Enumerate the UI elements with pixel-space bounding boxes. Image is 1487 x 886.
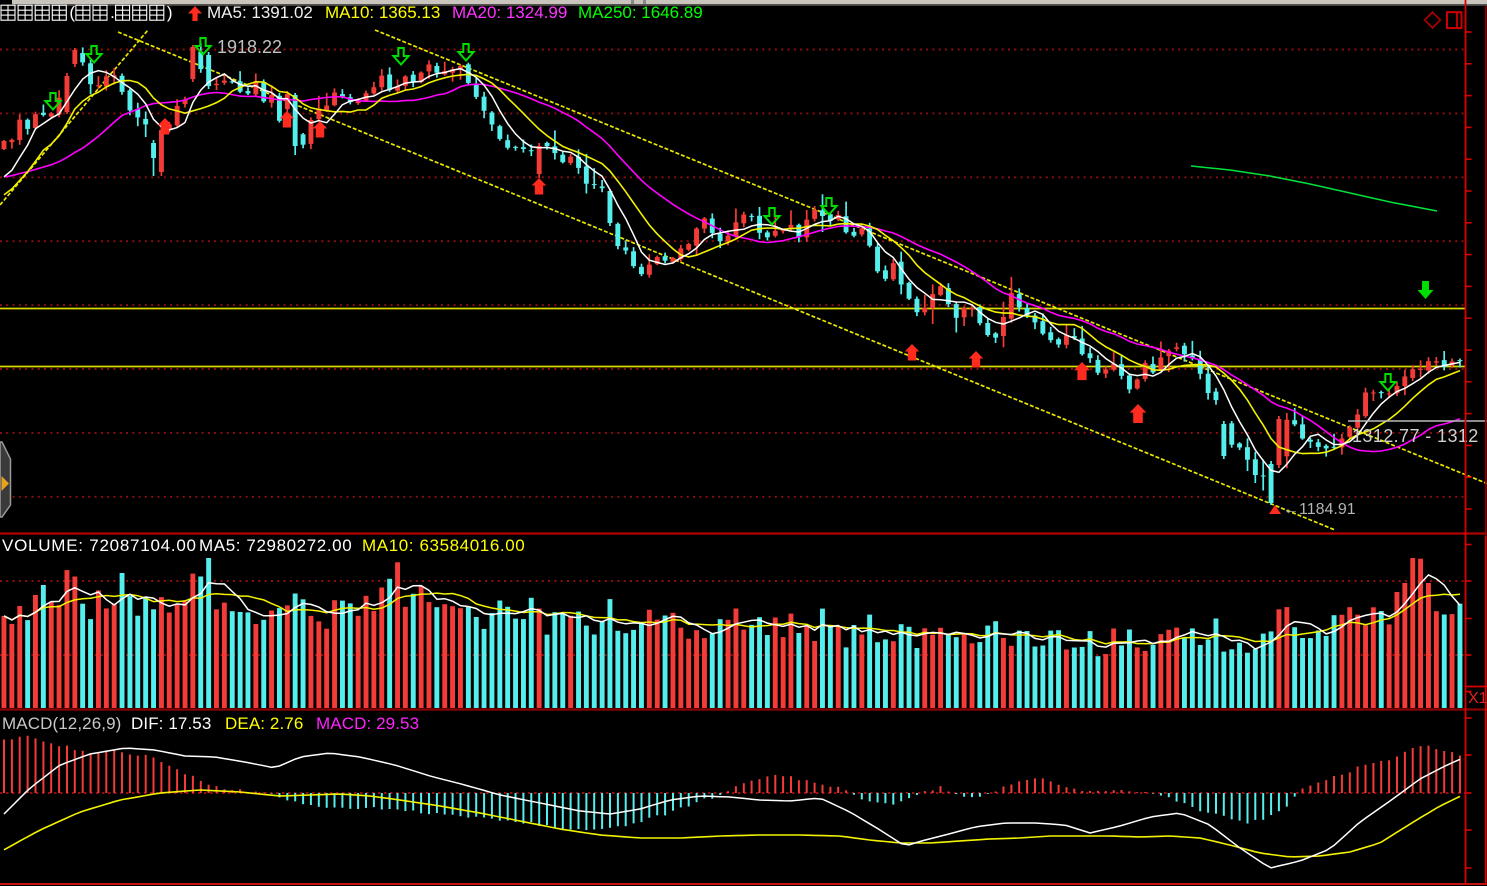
svg-text:): ): [167, 3, 173, 22]
svg-text:DEA: 2.76: DEA: 2.76: [225, 714, 303, 733]
svg-text:MA5: 72980272.00: MA5: 72980272.00: [199, 536, 352, 555]
svg-text:.: .: [110, 3, 115, 22]
svg-text:1312.77 - 1312: 1312.77 - 1312: [1352, 426, 1479, 446]
svg-text:1918.22: 1918.22: [217, 37, 282, 57]
svg-text:VOLUME: 72087104.00: VOLUME: 72087104.00: [2, 536, 197, 555]
svg-text:←1184.91: ←1184.91: [1283, 501, 1356, 518]
svg-text:MACD: 29.53: MACD: 29.53: [316, 714, 419, 733]
svg-text:DIF: 17.53: DIF: 17.53: [131, 714, 211, 733]
svg-text:MACD(12,26,9): MACD(12,26,9): [2, 714, 121, 733]
svg-text:MA10: 63584016.00: MA10: 63584016.00: [362, 536, 525, 555]
svg-text:MA20: 1324.99: MA20: 1324.99: [452, 3, 567, 22]
svg-text:(: (: [69, 3, 75, 22]
svg-text:MA5: 1391.02: MA5: 1391.02: [207, 3, 313, 22]
svg-text:X1: X1: [1468, 690, 1487, 707]
svg-text:MA250: 1646.89: MA250: 1646.89: [578, 3, 703, 22]
svg-text:MA10: 1365.13: MA10: 1365.13: [325, 3, 440, 22]
